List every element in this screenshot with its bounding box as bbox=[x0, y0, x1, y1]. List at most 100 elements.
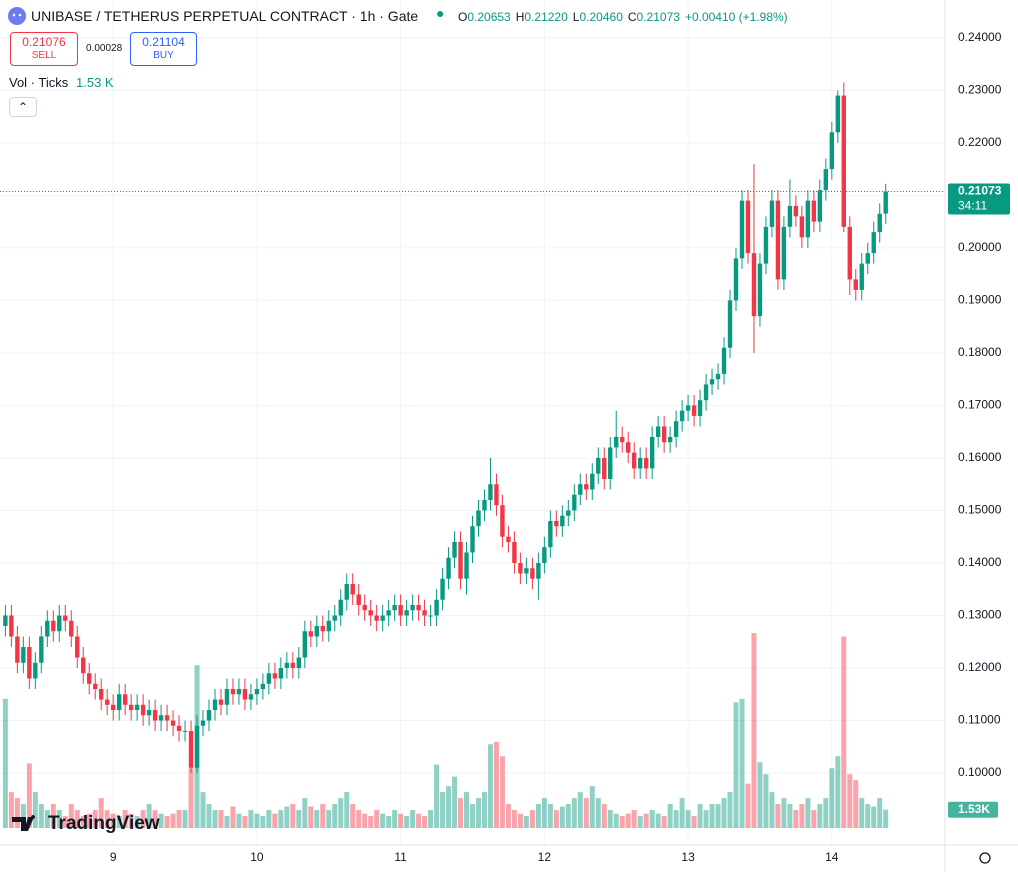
volume-bar bbox=[589, 786, 595, 828]
volume-bar bbox=[116, 816, 122, 828]
candle-body bbox=[500, 505, 505, 537]
candle-body bbox=[344, 583, 349, 600]
volume-bar bbox=[428, 810, 434, 828]
candle-body bbox=[542, 547, 547, 563]
candle-body bbox=[308, 631, 314, 637]
candle-body bbox=[596, 457, 601, 474]
volume-bar bbox=[511, 810, 517, 828]
volume-bar bbox=[134, 816, 140, 828]
candle-body bbox=[524, 568, 529, 574]
candle-body bbox=[703, 384, 709, 401]
sell-button[interactable]: 0.21076 SELL bbox=[10, 32, 78, 66]
volume-bar bbox=[104, 810, 110, 828]
volume-bar bbox=[452, 776, 458, 828]
volume-bar bbox=[523, 816, 529, 828]
volume-bar bbox=[619, 816, 625, 828]
collapse-button[interactable]: ⌃ bbox=[9, 97, 37, 117]
candle-body bbox=[512, 541, 517, 563]
volume-bar bbox=[308, 806, 314, 828]
volume-bar bbox=[577, 792, 583, 828]
y-tick-label: 0.20000 bbox=[958, 240, 1002, 254]
candle-body bbox=[39, 636, 44, 663]
candle-body bbox=[248, 694, 254, 700]
candle-body bbox=[140, 704, 146, 716]
volume-bar bbox=[751, 633, 757, 828]
volume-legend-value: 1.53 K bbox=[76, 75, 114, 90]
candle-body bbox=[518, 562, 523, 574]
candle-body bbox=[57, 615, 62, 632]
buy-label: BUY bbox=[153, 50, 174, 61]
volume-bar bbox=[673, 810, 679, 828]
volume-bar bbox=[164, 816, 170, 828]
volume-bar bbox=[625, 813, 631, 828]
candle-body bbox=[110, 704, 116, 711]
volume-bar bbox=[416, 813, 422, 828]
volume-bar bbox=[667, 804, 673, 828]
y-tick-label: 0.24000 bbox=[958, 30, 1002, 44]
y-tick-label: 0.13000 bbox=[958, 608, 1002, 622]
volume-bar bbox=[284, 806, 290, 828]
volume-bar bbox=[332, 804, 338, 828]
candle-body bbox=[236, 689, 242, 695]
candle-body bbox=[799, 216, 805, 238]
x-tick-label: 9 bbox=[110, 850, 117, 864]
volume-bar bbox=[781, 798, 787, 828]
candle-body bbox=[416, 604, 421, 611]
volume-bar bbox=[481, 792, 487, 828]
candle-body bbox=[757, 263, 763, 317]
volume-bar bbox=[380, 813, 386, 828]
ohlc-key: L bbox=[572, 10, 580, 24]
volume-bar bbox=[799, 804, 805, 828]
candle-body bbox=[296, 657, 302, 669]
volume-bar bbox=[206, 804, 212, 828]
candle-body bbox=[350, 583, 355, 595]
volume-bar bbox=[296, 810, 302, 828]
volume-bar bbox=[733, 702, 739, 828]
volume-bar bbox=[703, 810, 709, 828]
candle-body bbox=[272, 673, 278, 679]
volume-bar bbox=[230, 806, 236, 828]
volume-bar bbox=[80, 816, 86, 828]
volume-bar bbox=[643, 813, 649, 828]
candle-body bbox=[853, 279, 858, 290]
volume-bar bbox=[607, 810, 613, 828]
candle-body bbox=[104, 699, 110, 705]
volume-bar bbox=[517, 813, 523, 828]
ohlc-key: H bbox=[515, 10, 525, 24]
candle-body bbox=[75, 636, 80, 658]
ohlc-value: 0.21073 bbox=[636, 10, 680, 24]
volume-bar bbox=[224, 816, 230, 828]
candle-body bbox=[829, 132, 835, 170]
candle-body bbox=[446, 557, 451, 579]
candle-body bbox=[152, 710, 158, 721]
volume-bar bbox=[356, 810, 362, 828]
candle-body bbox=[727, 300, 733, 348]
last-price-label: 0.21073 bbox=[958, 184, 1002, 198]
volume-bar bbox=[553, 810, 559, 828]
volume-bar bbox=[50, 804, 56, 828]
candle-body bbox=[536, 562, 541, 579]
buy-button[interactable]: 0.21104 BUY bbox=[130, 32, 197, 66]
volume-bar bbox=[44, 810, 50, 828]
y-tick-label: 0.19000 bbox=[958, 293, 1002, 307]
candle-body bbox=[673, 421, 679, 437]
candle-body bbox=[488, 484, 493, 500]
y-tick-label: 0.23000 bbox=[958, 83, 1002, 97]
candle-body bbox=[290, 662, 296, 669]
candle-body bbox=[422, 610, 427, 616]
volume-bar bbox=[218, 810, 224, 828]
candle-body bbox=[709, 379, 715, 385]
logo-icon bbox=[12, 815, 36, 831]
candle-body bbox=[380, 615, 385, 621]
volume-bar bbox=[362, 813, 368, 828]
volume-bar bbox=[769, 792, 775, 828]
settings-icon[interactable] bbox=[979, 852, 991, 864]
candle-body bbox=[302, 631, 308, 658]
candle-body bbox=[572, 494, 577, 511]
volume-bar bbox=[434, 764, 440, 828]
volume-bar bbox=[464, 792, 470, 828]
candle-body bbox=[643, 457, 649, 469]
volume-bar bbox=[92, 810, 98, 828]
candle-body bbox=[763, 226, 769, 264]
